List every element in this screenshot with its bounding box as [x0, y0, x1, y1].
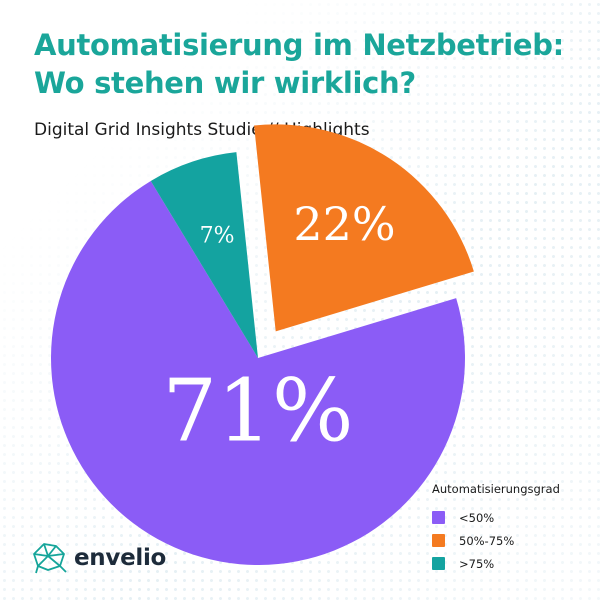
elephant-logo-icon [33, 543, 67, 574]
slice-label-high: 7% [200, 223, 235, 248]
page-title: Automatisierung im Netzbetrieb: Wo stehe… [34, 26, 564, 102]
brand-name: envelio [74, 545, 167, 571]
legend-swatch-high [432, 557, 445, 570]
slice-low [50, 180, 466, 565]
legend-label-low: <50% [459, 510, 495, 525]
slice-high [150, 152, 258, 358]
slice-label-low: 71% [162, 362, 353, 462]
legend-label-mid: 50%-75% [459, 533, 515, 548]
legend-item-mid: 50%-75% [432, 529, 597, 552]
brand-logo: envelio [30, 540, 166, 576]
legend-label-high: >75% [459, 556, 495, 571]
chart-legend: Automatisierungsgrad <50% 50%-75% >75% [432, 482, 597, 575]
legend-title: Automatisierungsgrad [432, 482, 560, 496]
legend-swatch-low [432, 511, 445, 524]
legend-item-low: <50% [432, 506, 597, 529]
title-line-1: Automatisierung im Netzbetrieb: [34, 28, 564, 62]
legend-item-high: >75% [432, 552, 597, 575]
legend-swatch-mid [432, 534, 445, 547]
title-line-2: Wo stehen wir wirklich? [34, 66, 416, 100]
slice-label-mid: 22% [293, 197, 395, 251]
slice-mid [254, 124, 474, 332]
